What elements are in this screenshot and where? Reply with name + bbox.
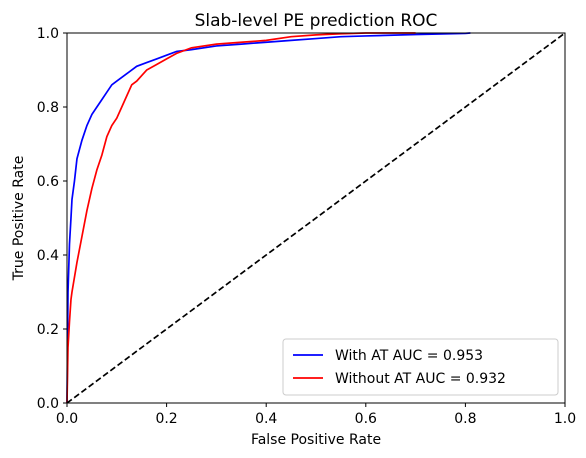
x-tick-label: 0.8	[454, 411, 476, 427]
series-line-0	[66, 32, 471, 404]
y-tick-label: 0.0	[37, 396, 59, 412]
plot-frame	[66, 32, 566, 404]
x-axis-label: False Positive Rate	[251, 432, 381, 448]
legend-label: Without AT AUC = 0.932	[335, 371, 506, 387]
x-tick-label: 1.0	[554, 411, 576, 427]
x-tick-label: 0.4	[255, 411, 277, 427]
y-tick-label: 1.0	[37, 26, 59, 42]
y-tick-label: 0.8	[37, 100, 59, 116]
series-line-2	[66, 32, 566, 404]
y-axis-label: True Positive Rate	[11, 156, 27, 282]
series-line-1	[66, 32, 416, 404]
x-tick-label: 0.2	[155, 411, 177, 427]
legend-label: With AT AUC = 0.953	[335, 348, 483, 364]
axes-layer: 0.0 0.2 0.4 0.6 0.8 1.0 0.0 0.2 0.4 0.6 0.8 1.0	[37, 26, 576, 427]
x-tick-label: 0.0	[56, 411, 78, 427]
y-tick-label: 0.4	[37, 248, 59, 264]
y-tick-label: 0.2	[37, 322, 59, 338]
y-tick-label: 0.6	[37, 174, 59, 190]
series-layer	[66, 32, 566, 404]
legend: With AT AUC = 0.953 Without AT AUC = 0.93…	[282, 338, 559, 396]
legend-frame	[282, 338, 559, 396]
x-tick-label: 0.6	[355, 411, 377, 427]
chart-title: Slab-level PE prediction ROC	[195, 11, 438, 31]
